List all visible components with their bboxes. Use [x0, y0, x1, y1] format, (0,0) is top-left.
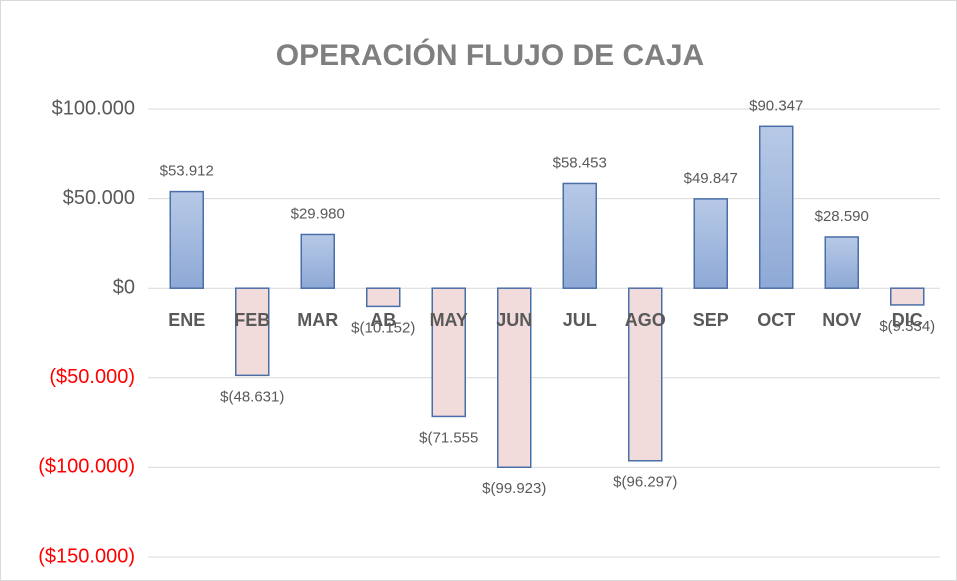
x-tick-label: MAY — [430, 310, 468, 330]
bar — [562, 182, 597, 289]
bar — [366, 287, 401, 308]
x-tick-label: ENE — [168, 310, 205, 330]
bar — [890, 287, 925, 306]
x-tick-label: JUN — [496, 310, 532, 330]
bar — [497, 287, 532, 469]
x-tick-label: SEP — [693, 310, 729, 330]
bar — [693, 198, 728, 289]
y-tick-label: ($150.000) — [38, 545, 135, 567]
x-tick-label: DIC — [892, 310, 923, 330]
data-label: $53.912 — [160, 163, 214, 180]
bar — [824, 236, 859, 289]
y-tick-label: ($50.000) — [49, 366, 135, 388]
data-label: $(96.297) — [613, 474, 677, 491]
data-label: $49.847 — [684, 170, 738, 187]
data-label: $90.347 — [749, 97, 803, 114]
x-tick-label: OCT — [757, 310, 795, 330]
data-label: $(10.152) — [351, 319, 415, 336]
chart-title: OPERACIÓN FLUJO DE CAJA — [276, 38, 704, 72]
data-label: $28.590 — [815, 208, 869, 225]
y-tick-label: ($100.000) — [38, 456, 135, 478]
data-label: $(48.631) — [220, 388, 284, 405]
x-tick-label: JUL — [563, 310, 597, 330]
x-tick-label: MAR — [297, 310, 338, 330]
bar — [759, 125, 794, 289]
bar — [300, 233, 335, 289]
data-label: $29.980 — [291, 205, 345, 222]
data-label: $(99.923) — [482, 480, 546, 497]
y-tick-label: $50.000 — [63, 187, 135, 209]
x-tick-label: AGO — [625, 310, 666, 330]
bar — [169, 190, 204, 289]
y-tick-label: $0 — [113, 276, 135, 298]
x-tick-label: NOV — [822, 310, 861, 330]
data-label: $58.453 — [553, 154, 607, 171]
y-tick-label: $100.000 — [52, 97, 135, 119]
bar — [431, 287, 466, 418]
data-label: $(71.555 — [419, 429, 478, 446]
x-tick-label: FEB — [234, 310, 270, 330]
bar — [235, 287, 270, 377]
bar — [628, 287, 663, 462]
x-tick-label: AB — [370, 310, 396, 330]
data-label: $(9.334) — [879, 318, 935, 335]
